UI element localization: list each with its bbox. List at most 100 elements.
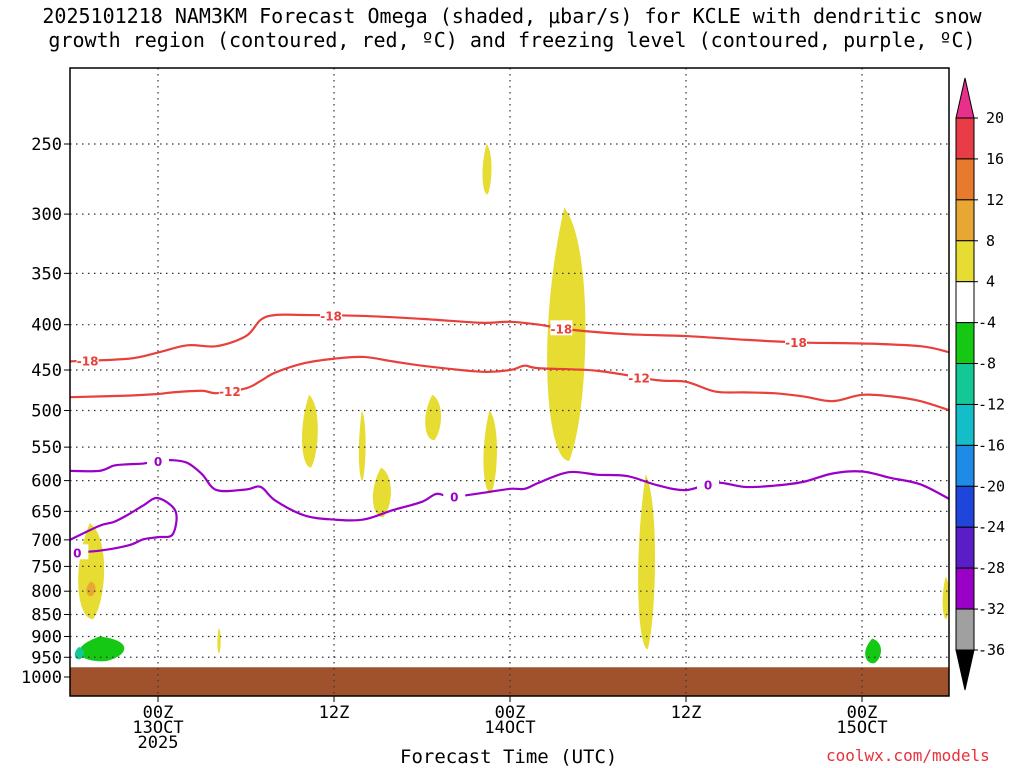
colorbar-label-5: -4 bbox=[978, 314, 996, 332]
contour-label-3-3: 0 bbox=[697, 476, 719, 492]
colorbar-label-10: -24 bbox=[978, 518, 1005, 536]
colorbar-label-11: -28 bbox=[978, 559, 1005, 577]
contour-label-1-4: -18 bbox=[785, 334, 807, 350]
colorbar-swatch-7 bbox=[955, 363, 975, 405]
chart-title-line-2: growth region (contoured, red, ºC) and f… bbox=[48, 28, 976, 52]
colorbar-label-3: 8 bbox=[986, 232, 995, 250]
chart-title: 2025101218 NAM3KM Forecast Omega (shaded… bbox=[0, 4, 1024, 52]
omega-region-5 bbox=[358, 410, 366, 481]
contour-label-text: -12 bbox=[628, 371, 650, 385]
contour-label-bg bbox=[697, 476, 719, 492]
contour-label-3-1: 0 bbox=[147, 452, 169, 469]
y-tick-label-850: 850 bbox=[31, 606, 62, 626]
contour-label-1-3: -18 bbox=[550, 320, 573, 336]
contour-label-bg bbox=[70, 544, 89, 560]
contour-label-text: 0 bbox=[704, 478, 712, 492]
contour-line-1 bbox=[70, 313, 949, 363]
x-tick-label-48-1: 15OCT bbox=[836, 718, 887, 738]
contour-label-3-2: 0 bbox=[443, 488, 466, 505]
x-tick-label-0-0: 00Z bbox=[143, 703, 174, 723]
contour-label-bg bbox=[76, 352, 99, 368]
chart-title-line-1: 2025101218 NAM3KM Forecast Omega (shaded… bbox=[42, 4, 982, 28]
x-tick-label-0-1: 13OCT bbox=[132, 718, 183, 738]
y-tick-label-450: 450 bbox=[31, 361, 62, 381]
colorbar-label-13: -36 bbox=[978, 641, 1005, 659]
y-tick-label-750: 750 bbox=[31, 557, 62, 577]
contour-label-text: 0 bbox=[450, 491, 458, 505]
colorbar-swatch-12 bbox=[955, 567, 975, 610]
x-tick-label-36-0: 12Z bbox=[671, 703, 702, 723]
omega-region-14 bbox=[74, 647, 84, 660]
colorbar-label-12: -32 bbox=[978, 600, 1005, 618]
contour-label-2-1: -12 bbox=[218, 383, 241, 399]
contour-line-3 bbox=[70, 458, 949, 522]
colorbar-swatch-2 bbox=[955, 158, 975, 201]
omega-region-1 bbox=[217, 627, 221, 654]
temperature-contours: -18 -18 -18 -18 -12 -12 0 0 0 0 bbox=[70, 307, 949, 560]
omega-region-13 bbox=[79, 636, 125, 662]
y-tick-label-900: 900 bbox=[31, 627, 62, 647]
contour-label-bg bbox=[443, 488, 466, 504]
omega-region-6 bbox=[372, 467, 391, 518]
omega-region-15 bbox=[865, 638, 881, 664]
colorbar-swatch-9 bbox=[955, 444, 975, 487]
omega-region-2 bbox=[78, 523, 105, 620]
y-tick-label-600: 600 bbox=[31, 472, 62, 492]
contour-label-bg bbox=[550, 320, 573, 336]
omega-region-3 bbox=[86, 581, 96, 597]
y-tick-label-950: 950 bbox=[31, 648, 62, 668]
colorbar-label-0: 20 bbox=[986, 109, 1004, 127]
y-tick-label-1000: 1000 bbox=[21, 668, 62, 688]
y-tick-label-500: 500 bbox=[31, 402, 62, 422]
colorbar-swatch-5 bbox=[955, 281, 975, 324]
colorbar-label-6: -8 bbox=[978, 355, 996, 373]
colorbar-label-8: -16 bbox=[978, 436, 1005, 454]
contour-label-bg bbox=[147, 452, 169, 468]
source-credit: coolwx.com/models bbox=[826, 746, 990, 765]
contour-line-4 bbox=[70, 496, 178, 554]
contour-label-1-2: -18 bbox=[320, 307, 343, 323]
y-tick-label-650: 650 bbox=[31, 502, 62, 522]
x-tick-label-0-2: 2025 bbox=[138, 733, 179, 753]
contour-label-bg bbox=[320, 307, 343, 323]
contour-label-bg bbox=[628, 369, 651, 385]
contour-label-text: -18 bbox=[785, 336, 807, 350]
omega-region-9 bbox=[482, 144, 492, 195]
colorbar-label-4: 4 bbox=[986, 273, 995, 291]
contour-label-2-2: -12 bbox=[628, 369, 651, 385]
colorbar-swatch-4 bbox=[955, 240, 975, 283]
contour-label-text: 0 bbox=[73, 546, 81, 560]
colorbar-label-9: -20 bbox=[978, 477, 1005, 495]
colorbar-swatch-13 bbox=[955, 608, 975, 651]
colorbar-swatch-1 bbox=[955, 117, 975, 160]
colorbar-label-7: -12 bbox=[978, 395, 1005, 413]
contour-line-2 bbox=[70, 355, 949, 412]
y-tick-label-700: 700 bbox=[31, 531, 62, 551]
omega-region-8 bbox=[483, 410, 497, 494]
y-tick-label-300: 300 bbox=[31, 205, 62, 225]
y-tick-label-400: 400 bbox=[31, 316, 62, 336]
omega-region-12 bbox=[942, 576, 949, 620]
omega-shading bbox=[70, 144, 949, 696]
x-tick-label-48-0: 00Z bbox=[847, 703, 878, 723]
omega-region-4 bbox=[302, 394, 318, 468]
colorbar-swatch-3 bbox=[955, 199, 975, 242]
colorbar-label-1: 16 bbox=[986, 150, 1004, 168]
contour-label-bg bbox=[218, 383, 241, 399]
y-tick-label-800: 800 bbox=[31, 582, 62, 602]
plot-frame bbox=[69, 67, 950, 697]
contour-label-text: -12 bbox=[219, 385, 241, 399]
y-tick-label-250: 250 bbox=[31, 135, 62, 155]
colorbar-bottom-arrow bbox=[955, 649, 975, 691]
colorbar-top-arrow bbox=[955, 77, 975, 119]
terrain-band bbox=[70, 667, 949, 696]
x-tick-label-24-0: 00Z bbox=[495, 703, 526, 723]
colorbar-label-2: 12 bbox=[986, 191, 1004, 209]
omega-region-11 bbox=[638, 474, 656, 650]
axis-ticks: 2503003504004505005506006507007508008509… bbox=[21, 135, 888, 753]
contour-label-text: -18 bbox=[550, 322, 572, 336]
contour-label-text: -18 bbox=[77, 355, 99, 369]
x-tick-label-12-0: 12Z bbox=[319, 703, 350, 723]
y-tick-label-350: 350 bbox=[31, 264, 62, 284]
